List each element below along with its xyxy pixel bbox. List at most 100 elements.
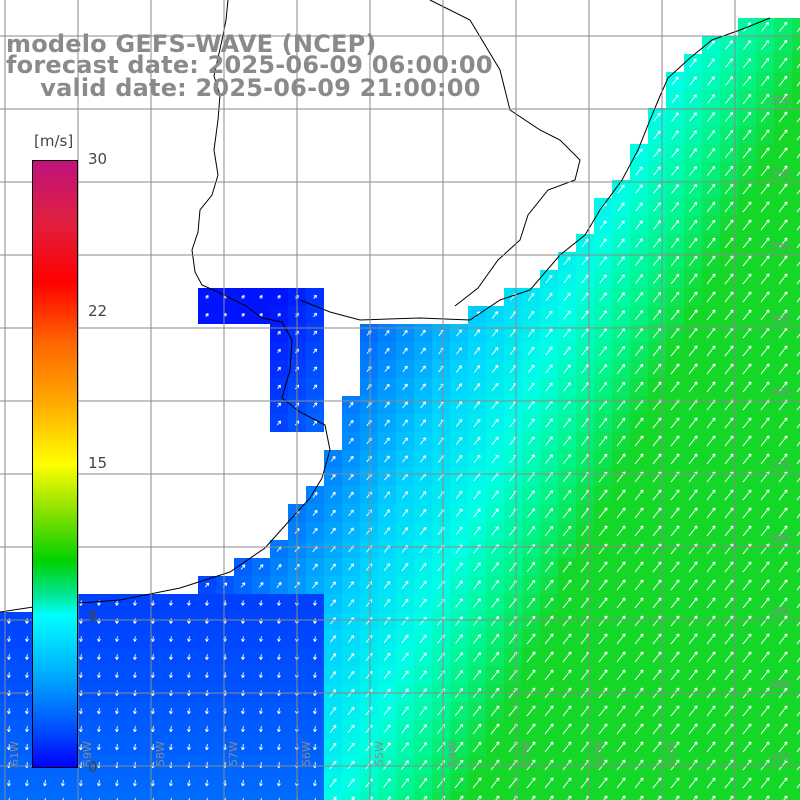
wind-arrow — [616, 651, 626, 663]
wind-arrow — [384, 347, 390, 354]
wind-arrow — [473, 436, 481, 446]
wind-arrow — [706, 705, 716, 717]
wind-cell — [72, 792, 90, 800]
wind-arrow — [473, 490, 481, 500]
wind-arrow — [743, 40, 752, 50]
wind-arrow — [688, 201, 698, 212]
wind-arrow — [60, 779, 65, 787]
wind-arrow — [670, 723, 680, 735]
wind-arrow — [778, 543, 788, 555]
wind-arrow — [241, 636, 245, 642]
wind-arrow — [706, 669, 716, 681]
wind-arrow — [383, 742, 391, 752]
wind-arrow — [526, 705, 536, 717]
wind-cell — [792, 144, 800, 162]
wind-arrow — [151, 636, 155, 642]
wind-arrow — [526, 777, 536, 789]
wind-arrow — [634, 435, 644, 447]
wind-arrow — [796, 99, 800, 105]
wind-cell — [180, 792, 198, 800]
wind-arrow — [670, 633, 680, 645]
wind-arrow — [312, 384, 318, 390]
wind-cell — [792, 702, 800, 720]
wind-arrow — [277, 348, 281, 354]
wind-arrow — [527, 364, 535, 374]
wind-arrow — [634, 543, 644, 555]
wind-arrow — [724, 309, 734, 321]
wind-arrow — [796, 243, 800, 249]
wind-arrow — [562, 633, 572, 645]
wind-arrow — [132, 779, 137, 787]
wind-arrow — [598, 507, 608, 519]
longitude-label: 61W — [8, 741, 21, 766]
wind-arrow — [562, 705, 572, 717]
wind-arrow — [455, 526, 463, 536]
wind-arrow — [617, 184, 625, 194]
wind-arrow — [760, 507, 770, 519]
latitude-label: 34S — [770, 240, 791, 253]
wind-arrow — [617, 202, 625, 212]
wind-cell — [576, 792, 594, 800]
wind-arrow — [133, 618, 137, 624]
wind-arrow — [742, 381, 752, 393]
wind-arrow — [653, 112, 661, 122]
longitude-label: 53W — [519, 741, 532, 766]
wind-arrow — [796, 477, 800, 483]
wind-arrow — [760, 453, 770, 465]
wind-arrow — [796, 405, 800, 411]
wind-arrow — [313, 618, 317, 624]
wind-arrow — [760, 363, 770, 375]
wind-arrow — [616, 669, 626, 681]
wind-arrow — [742, 723, 752, 735]
wind-arrow — [401, 634, 409, 644]
wind-arrow — [205, 708, 209, 715]
wind-arrow — [778, 363, 788, 375]
wind-arrow — [313, 744, 317, 751]
wind-arrow — [742, 129, 752, 141]
wind-cell — [360, 792, 378, 800]
wind-arrow — [527, 526, 536, 536]
wind-arrow — [562, 723, 572, 735]
wind-arrow — [240, 779, 245, 787]
wind-arrow — [635, 202, 643, 212]
wind-arrow — [706, 147, 716, 158]
colorbar-unit: [m/s] — [34, 132, 74, 150]
wind-arrow — [152, 797, 154, 800]
wind-arrow — [652, 669, 662, 681]
wind-cell — [720, 792, 738, 800]
wind-arrow — [688, 615, 698, 627]
wind-arrow — [706, 741, 716, 753]
wind-arrow — [724, 183, 734, 195]
wind-arrow — [598, 705, 608, 717]
wind-cell — [792, 36, 800, 54]
wind-arrow — [206, 797, 208, 800]
wind-arrow — [490, 777, 500, 789]
wind-arrow — [742, 111, 752, 123]
wind-cell — [18, 792, 36, 800]
wind-arrow — [599, 364, 608, 374]
wind-arrow — [760, 633, 770, 645]
wind-cell — [504, 792, 522, 800]
wind-cell — [792, 396, 800, 414]
wind-arrow — [347, 724, 355, 734]
wind-arrow — [455, 634, 463, 644]
wind-arrow — [598, 597, 608, 609]
wind-arrow — [670, 291, 680, 303]
wind-arrow — [581, 292, 589, 302]
wind-arrow — [562, 777, 572, 789]
wind-arrow — [616, 363, 626, 374]
wind-arrow — [598, 543, 608, 555]
wind-arrow — [598, 489, 608, 501]
wind-arrow — [724, 291, 734, 303]
wind-arrow — [616, 723, 626, 735]
wind-arrow — [133, 672, 137, 679]
wind-arrow — [419, 598, 427, 608]
wind-arrow — [169, 618, 173, 624]
wind-arrow — [688, 219, 698, 231]
wind-arrow — [490, 615, 500, 626]
wind-arrow — [742, 759, 752, 771]
wind-arrow — [778, 345, 788, 357]
wind-arrow — [545, 418, 553, 428]
wind-cell — [792, 540, 800, 558]
